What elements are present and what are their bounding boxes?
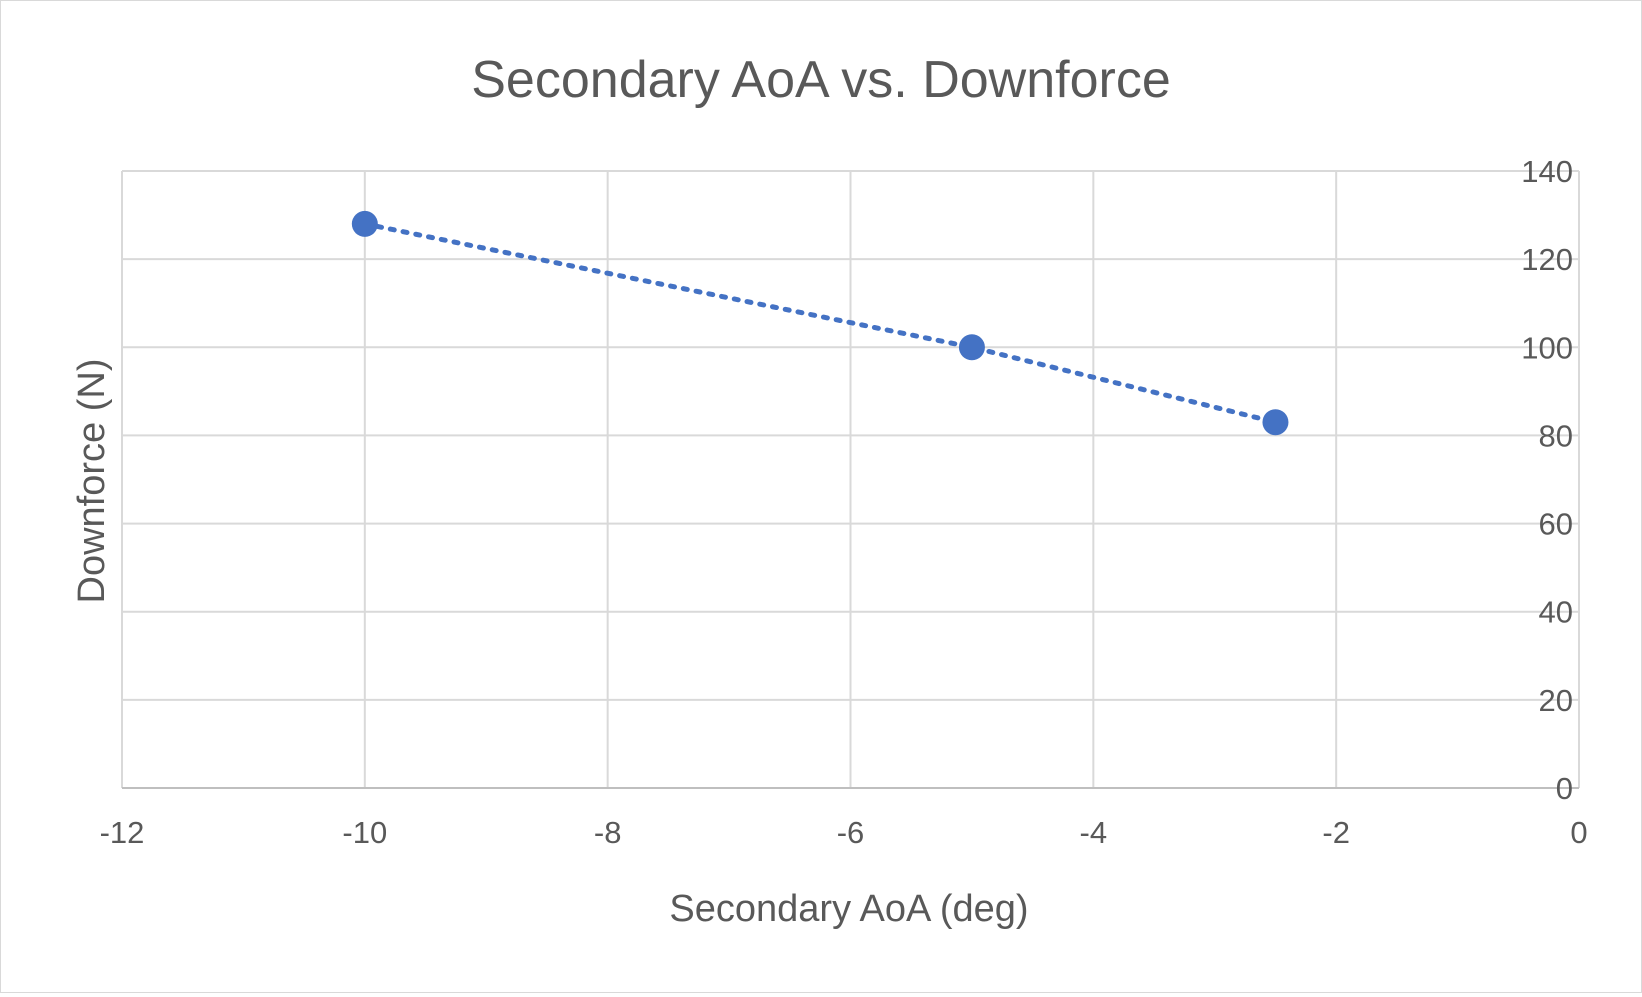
y-tick-label: 140 (1521, 154, 1573, 189)
y-tick-label: 100 (1521, 330, 1573, 365)
data-point (1262, 409, 1289, 436)
x-tick-label: -10 (342, 815, 387, 850)
data-point (958, 334, 985, 361)
x-axis-title: Secondary AoA (deg) (669, 888, 1028, 930)
y-tick-label: 80 (1539, 418, 1573, 453)
gridlines (121, 170, 1580, 789)
x-tick-label: -6 (837, 815, 865, 850)
axes: -12 -10 -8 -6 -4 -2 0 0 20 40 60 80 100 120 140 (100, 154, 1588, 850)
data-point (351, 210, 378, 237)
series-line (362, 221, 1278, 425)
x-tick-label: -8 (594, 815, 622, 850)
x-tick-label: 0 (1570, 815, 1587, 850)
x-tick-label: -4 (1080, 815, 1108, 850)
x-tick-label: -12 (100, 815, 145, 850)
x-tick-label: -2 (1322, 815, 1350, 850)
y-axis-title: Downforce (N) (71, 359, 113, 604)
y-tick-label: 40 (1539, 595, 1573, 630)
y-tick-label: 120 (1521, 242, 1573, 277)
y-tick-label: 60 (1539, 507, 1573, 542)
chart-title: Secondary AoA vs. Downforce (471, 51, 1171, 109)
y-tick-label: 20 (1539, 683, 1573, 718)
data-series (351, 210, 1289, 436)
y-tick-label: 0 (1556, 771, 1573, 806)
